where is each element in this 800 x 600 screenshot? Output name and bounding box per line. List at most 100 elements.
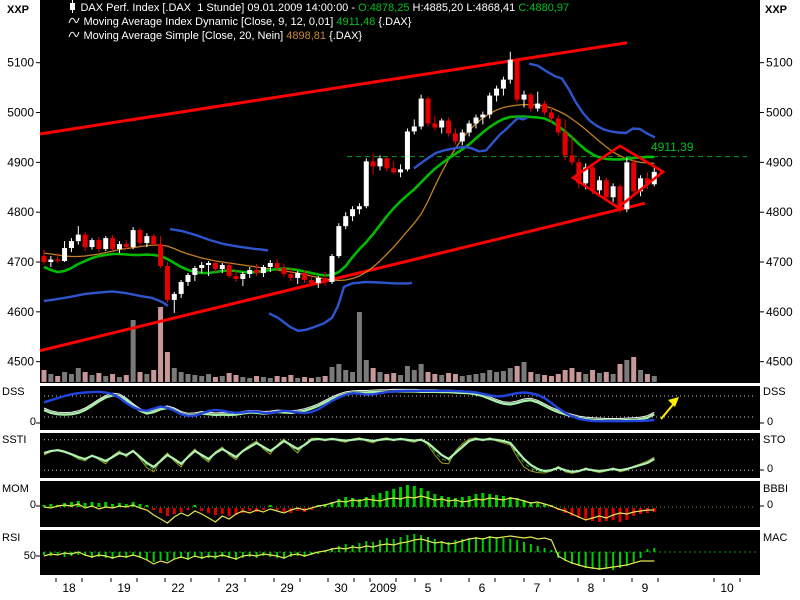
candle-body <box>89 240 95 248</box>
mom-line <box>43 495 655 524</box>
mom-hist-bar <box>371 495 375 507</box>
high-value: H:4885,20 <box>409 2 464 14</box>
mom-hist-bar <box>604 508 608 521</box>
x-tick-label: 19 <box>117 581 131 595</box>
candle-body <box>185 274 191 282</box>
volume-bar <box>192 375 198 382</box>
mom-hist-bar <box>179 508 183 512</box>
x-tick-label: 7 <box>534 581 541 595</box>
ma-simple-header-row: Moving Average Simple [Close, 20, Nein] … <box>44 29 569 43</box>
candle-body <box>212 263 218 269</box>
mom-hist-bar <box>282 508 286 512</box>
diamond-pattern <box>570 144 666 210</box>
volume-bar <box>315 377 321 382</box>
volume-bar <box>288 375 294 382</box>
candle-body <box>110 238 116 250</box>
volume-bar <box>370 368 376 382</box>
x-tick-label: 5 <box>425 581 432 595</box>
mom-hist-bar <box>124 504 128 507</box>
volume-bar <box>610 374 616 382</box>
volume-bar <box>583 374 589 382</box>
candle-body <box>391 168 397 173</box>
volume-bar <box>473 374 479 382</box>
volume-bar <box>452 374 458 382</box>
sto-zero-tick-right: 0 <box>767 463 774 475</box>
price-tick-label: 4500 <box>766 355 793 369</box>
mom-hist-bar <box>117 503 121 507</box>
volume-bar <box>55 376 61 382</box>
candle-body <box>240 273 246 279</box>
mom-hist-bar <box>474 494 478 507</box>
mom-hist-bar <box>69 502 73 507</box>
mom-hist-bar <box>186 508 190 510</box>
x-tick-label: 29 <box>280 581 294 595</box>
dss-blue-line <box>43 389 655 423</box>
volume-bar <box>130 320 136 382</box>
ma-dynamic-suffix: {.DAX} <box>375 16 412 28</box>
mom-hist-bar <box>90 502 94 507</box>
mom-zero-tick-right: 0 <box>767 499 774 511</box>
volume-bar <box>308 378 314 382</box>
volume-bar <box>254 376 260 382</box>
candle-body <box>199 265 205 268</box>
candle-body <box>267 263 273 268</box>
volume-bar <box>391 373 397 382</box>
candle-body <box>446 120 452 134</box>
candle-body <box>55 259 61 262</box>
mom-hist-bar <box>577 508 581 518</box>
candle-body <box>411 126 417 132</box>
candle-body <box>432 123 438 128</box>
low-value: L:4868,41 <box>463 2 516 14</box>
mom-hist-bar <box>220 508 224 514</box>
volume-bar <box>487 370 493 382</box>
rsi-layer <box>43 534 756 570</box>
candle-body <box>596 180 602 191</box>
trendlines-layer <box>39 41 646 353</box>
candle-body <box>363 161 369 207</box>
volume-bar <box>363 360 369 382</box>
volume-bar <box>206 374 212 382</box>
candle-body <box>638 178 644 192</box>
volume-bar <box>48 374 54 382</box>
volume-bar <box>590 370 596 382</box>
volume-bar <box>350 372 356 382</box>
workspace-label-right: XXP <box>765 4 788 16</box>
candlestick-icon <box>44 0 77 31</box>
dss-zero-tick-right: 0 <box>767 416 774 428</box>
mom-layer <box>42 485 756 524</box>
mom-hist-bar <box>357 499 361 507</box>
mom-hist-bar <box>165 508 169 516</box>
mom-hist-bar <box>508 497 512 507</box>
mom-hist-bar <box>495 495 499 507</box>
volume-bar <box>164 352 170 382</box>
candle-body <box>350 209 356 217</box>
candle-body <box>356 206 362 210</box>
candle-body <box>62 248 68 262</box>
candle-body <box>68 241 74 249</box>
dss-zero-tick-left: 0 <box>29 416 36 428</box>
candle-body <box>295 272 301 278</box>
volume-bar <box>151 370 157 382</box>
mom-hist-bar <box>49 504 53 507</box>
mom-hist-bar <box>97 503 101 507</box>
volume-bar <box>322 376 328 382</box>
volume-bar <box>185 374 191 382</box>
mom-hist-bar <box>618 508 622 522</box>
candle-body <box>171 293 177 300</box>
volume-bar <box>644 374 650 382</box>
candles-layer <box>41 51 657 313</box>
volume-bar <box>432 374 438 382</box>
price-level-layer: 4911,39 <box>347 140 747 158</box>
candle-body <box>322 277 328 282</box>
volume-bar <box>398 375 404 382</box>
candle-body <box>398 169 404 173</box>
mom-hist-bar <box>522 500 526 507</box>
volume-bar <box>446 373 452 382</box>
volume-bar <box>528 372 534 382</box>
candle-body <box>583 167 589 184</box>
mom-hist-bar <box>529 502 533 507</box>
ma-simple-value: 4898,81 <box>286 30 327 42</box>
mom-hist-bar <box>138 504 142 507</box>
mom-hist-bar <box>597 508 601 522</box>
